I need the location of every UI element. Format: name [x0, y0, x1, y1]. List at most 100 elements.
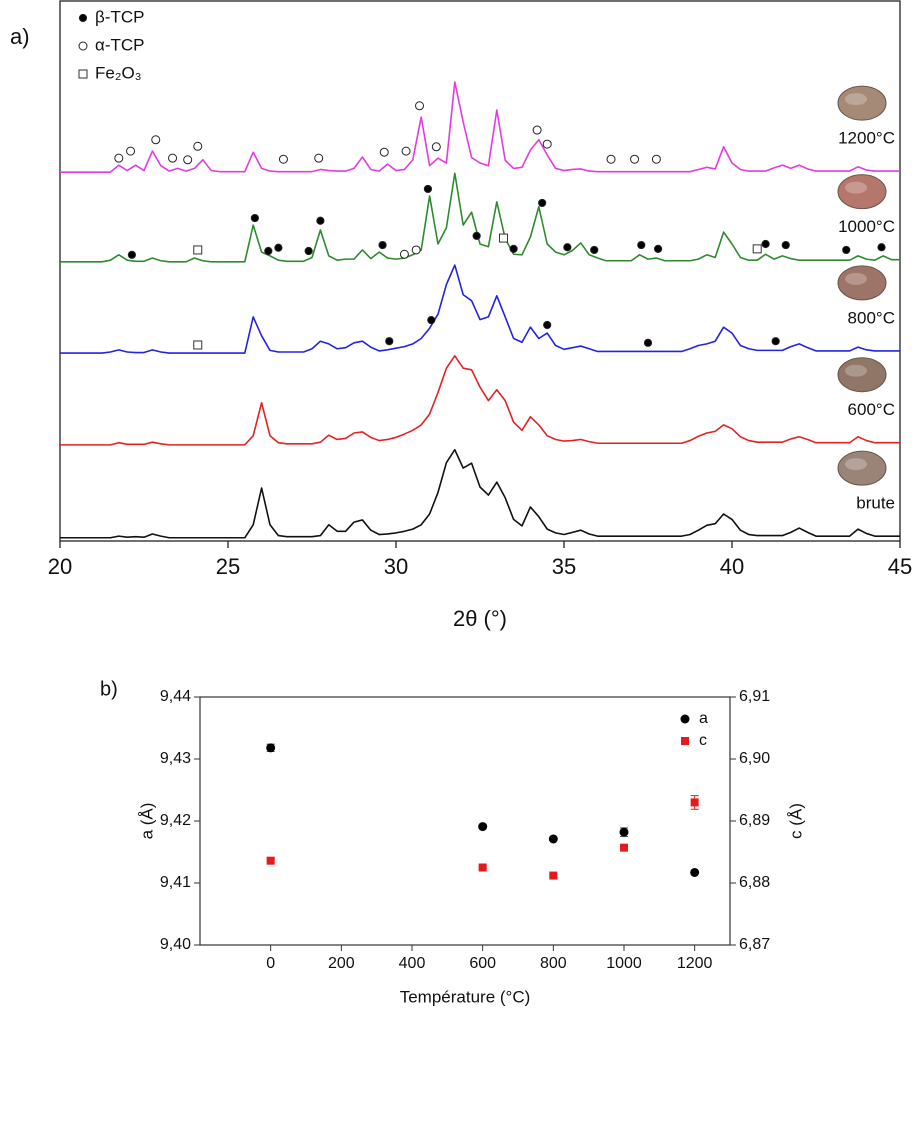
data-point — [548, 834, 558, 844]
plot-frame — [59, 0, 901, 542]
xrd-trace — [60, 264, 900, 354]
panel-label: a) — [10, 24, 30, 49]
y-tick-label: 9,40 — [160, 936, 191, 953]
x-tick-label: 800 — [540, 955, 567, 972]
xrd-trace — [60, 448, 900, 539]
y2-tick-label: 6,89 — [739, 812, 770, 829]
phase-marker — [606, 154, 616, 164]
series-label: brute — [856, 494, 895, 513]
xrd-trace — [60, 81, 900, 173]
y2-tick-label: 6,90 — [739, 750, 770, 767]
x-tick-label: 1000 — [606, 955, 642, 972]
phase-marker — [401, 146, 411, 156]
phase-marker — [193, 245, 203, 255]
x-tick-label: 30 — [384, 554, 408, 579]
legend-symbol — [78, 13, 88, 23]
x-axis-title: Température (°C) — [400, 987, 531, 1006]
data-point — [619, 827, 629, 837]
legend-symbol — [680, 714, 690, 724]
phase-marker — [543, 320, 552, 330]
phase-marker — [314, 153, 324, 163]
y-tick-label: 9,43 — [160, 750, 191, 767]
phase-marker — [538, 198, 547, 208]
legend-symbol — [78, 69, 88, 79]
phase-marker — [316, 216, 325, 225]
phase-marker — [499, 233, 509, 243]
legend-symbol — [681, 737, 689, 745]
y-tick-label: 9,41 — [160, 874, 191, 891]
phase-marker — [781, 240, 790, 250]
x-tick-label: 35 — [552, 554, 576, 579]
x-tick-label: 600 — [469, 955, 496, 972]
phase-marker — [542, 139, 552, 149]
sample-photo-highlight — [845, 272, 867, 285]
y2-tick-label: 6,91 — [739, 688, 770, 705]
phase-marker — [183, 155, 193, 165]
sample-photo — [837, 265, 887, 301]
phase-marker — [127, 250, 137, 259]
phase-marker — [114, 153, 124, 163]
phase-marker — [411, 245, 421, 255]
y2-tick-label: 6,88 — [739, 874, 770, 891]
data-point — [266, 856, 275, 865]
phase-marker — [415, 101, 425, 111]
series-label: 800°C — [848, 308, 895, 327]
x-axis-title: 2θ (°) — [453, 606, 507, 631]
phase-marker — [651, 154, 661, 164]
sample-photo-highlight — [845, 181, 867, 194]
phase-marker — [423, 184, 433, 194]
phase-marker — [168, 153, 178, 163]
xrd-trace — [60, 354, 900, 446]
x-tick-label: 0 — [266, 955, 275, 972]
legend-label: a — [699, 710, 708, 727]
phase-marker — [399, 249, 409, 259]
phase-marker — [278, 154, 288, 164]
plot-frame — [199, 696, 731, 946]
phase-marker — [653, 244, 663, 253]
phase-marker — [427, 316, 436, 325]
data-point — [690, 867, 700, 877]
phase-marker — [563, 243, 572, 252]
phase-marker — [590, 245, 599, 255]
phase-marker — [151, 135, 161, 145]
phase-marker — [385, 337, 394, 346]
x-tick-label: 25 — [216, 554, 240, 579]
legend-label: α-TCP — [95, 35, 145, 54]
phase-marker — [637, 240, 646, 250]
phase-marker — [264, 246, 273, 256]
phase-marker — [379, 147, 389, 157]
phase-marker — [472, 231, 481, 240]
data-point — [266, 743, 276, 753]
panel-label: b) — [100, 678, 118, 700]
phase-marker — [752, 244, 762, 254]
legend-label: β-TCP — [95, 7, 144, 26]
x-tick-label: 45 — [888, 554, 912, 579]
xrd-trace — [60, 172, 900, 263]
y-tick-label: 9,42 — [160, 812, 191, 829]
phase-marker — [771, 337, 780, 346]
data-point — [690, 798, 699, 807]
series-label: 1200°C — [838, 129, 895, 148]
phase-marker — [643, 338, 653, 347]
data-point — [478, 863, 487, 872]
sample-photo — [837, 85, 887, 121]
legend-label: c — [699, 732, 707, 749]
series-label: 1000°C — [838, 217, 895, 236]
phase-marker — [250, 213, 259, 223]
data-point — [620, 843, 628, 852]
x-tick-label: 20 — [48, 554, 72, 579]
data-point — [549, 871, 558, 880]
sample-photo-highlight — [845, 93, 867, 106]
phase-marker — [509, 244, 518, 253]
phase-marker — [193, 141, 203, 151]
legend-label: Fe₂O₃ — [95, 63, 142, 82]
sample-photo — [837, 450, 887, 486]
phase-marker — [304, 246, 313, 256]
phase-marker — [431, 142, 441, 152]
phase-marker — [761, 239, 770, 249]
x-tick-label: 1200 — [677, 955, 713, 972]
phase-marker — [126, 146, 136, 156]
x-tick-label: 40 — [720, 554, 744, 579]
y-tick-label: 9,44 — [160, 688, 191, 705]
legend-symbol — [78, 41, 88, 51]
